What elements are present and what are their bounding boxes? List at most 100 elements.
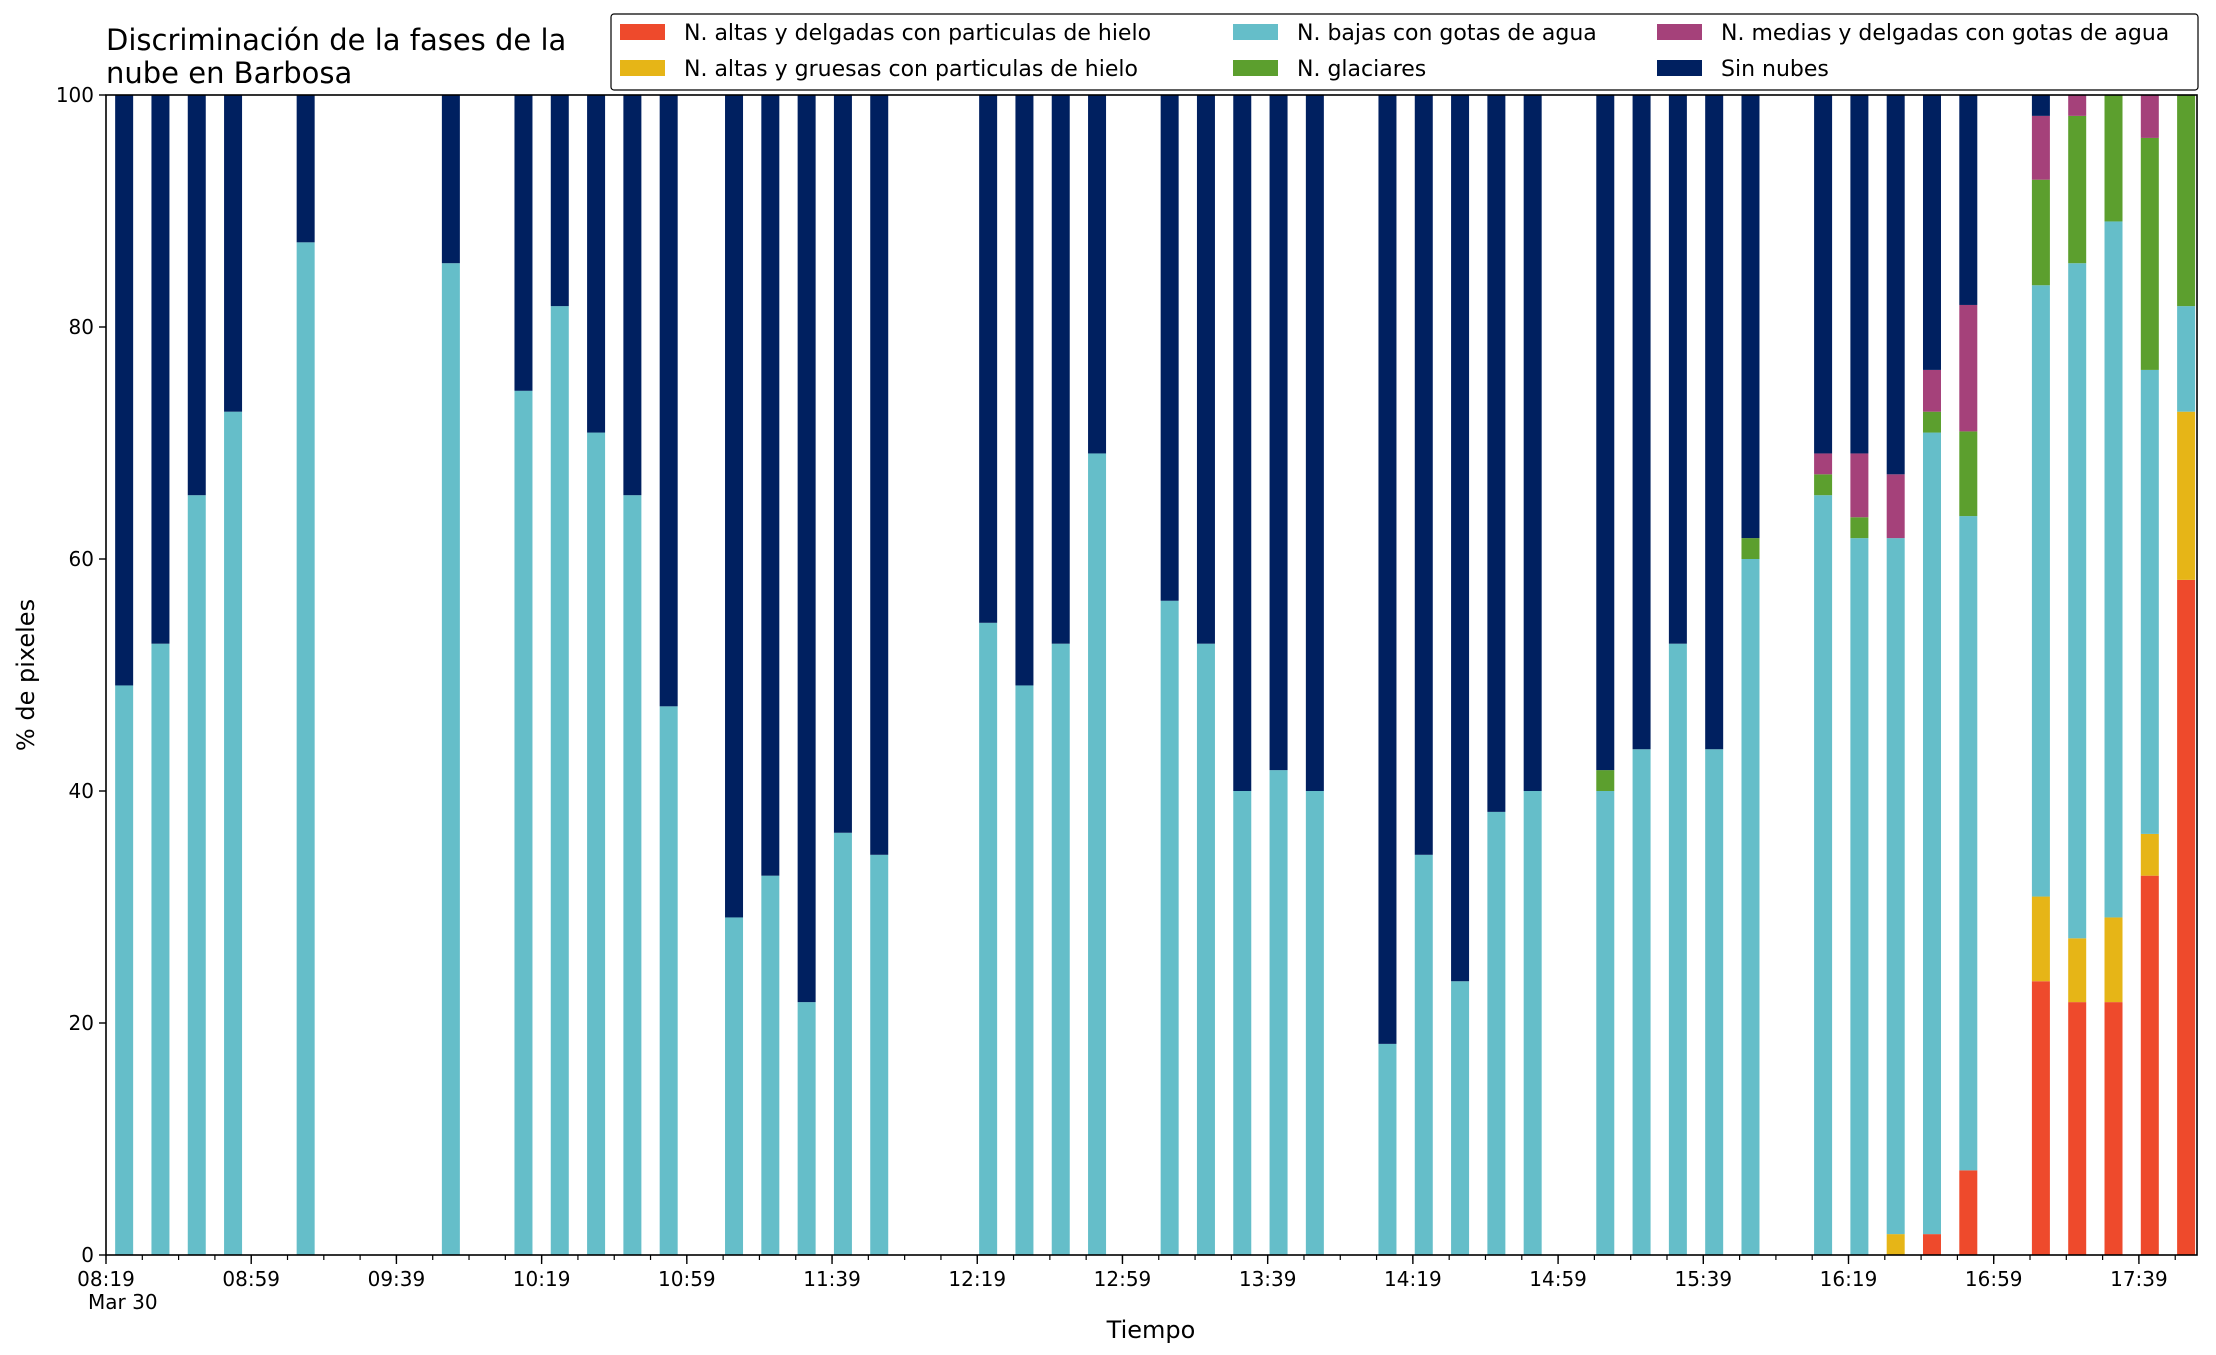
y-tick-label: 40	[69, 779, 94, 803]
bar-segment	[1596, 791, 1615, 1255]
bar-segment	[2031, 896, 2050, 982]
bar-segment	[1814, 474, 1833, 496]
bar-segment	[1596, 770, 1615, 791]
bar-segment	[725, 95, 744, 918]
bar-segment	[1922, 1234, 1941, 1255]
bar-segment	[550, 95, 569, 307]
bar-segment	[1088, 95, 1107, 454]
x-tick-label: 08:19	[77, 1267, 135, 1291]
x-tick-label: 13:39	[1239, 1267, 1297, 1291]
bar-segment	[870, 95, 889, 855]
bar-segment	[1886, 1234, 1905, 1255]
legend-swatch	[1657, 60, 1702, 76]
bar-segment	[187, 95, 206, 496]
x-tick-label: 14:19	[1384, 1267, 1442, 1291]
bar-segment	[797, 95, 816, 1003]
bar-segment	[1088, 453, 1107, 1255]
y-tick-label: 80	[69, 315, 94, 339]
bar-segment	[1814, 495, 1833, 1255]
bar-segment	[2104, 917, 2123, 1003]
bar-segment	[514, 95, 533, 391]
legend-label: N. altas y gruesas con particulas de hie…	[684, 57, 1138, 82]
bar-segment	[1596, 95, 1615, 771]
bar-segment	[1959, 1170, 1978, 1255]
bar-segment	[2104, 95, 2123, 222]
bar-segment	[1196, 643, 1215, 1255]
bar-segment	[2140, 875, 2159, 1255]
bar-segment	[1523, 791, 1542, 1255]
bar-segment	[587, 95, 606, 433]
bar-segment	[2068, 938, 2087, 1003]
legend-label: N. altas y delgadas con particulas de hi…	[684, 21, 1151, 46]
legend: N. altas y delgadas con particulas de hi…	[610, 13, 2199, 91]
x-tick-label: 12:19	[948, 1267, 1006, 1291]
bar-segment	[1959, 95, 1978, 305]
bar-segment	[1922, 432, 1941, 1235]
bar-segment	[2068, 115, 2087, 264]
bar-segment	[1668, 643, 1687, 1255]
bar-segment	[2140, 137, 2159, 370]
bar-segment	[1850, 453, 1869, 518]
bar-segment	[659, 706, 678, 1255]
bar-segment	[2031, 179, 2050, 286]
bar-segment	[623, 495, 642, 1255]
bar-segment	[1451, 95, 1470, 982]
bar-segment	[296, 242, 315, 1255]
bar-segment	[1959, 516, 1978, 1171]
bar-segment	[1487, 811, 1506, 1255]
bar-segment	[2031, 95, 2050, 116]
bar-segment	[1451, 981, 1470, 1255]
bar-segment	[1741, 95, 1760, 539]
legend-swatch	[1657, 24, 1702, 40]
bar-segment	[2068, 1002, 2087, 1255]
bar-segment	[1850, 95, 1869, 454]
bar-segment	[1305, 791, 1324, 1255]
bar-segment	[2104, 221, 2123, 918]
x-tick-label: 15:39	[1674, 1267, 1732, 1291]
x-tick-label: 08:59	[222, 1267, 280, 1291]
bar-segment	[1741, 559, 1760, 1255]
bar-segment	[1196, 95, 1215, 644]
y-axis: 0 20 40 60 80 100	[56, 83, 106, 1267]
bar-segment	[587, 432, 606, 1255]
bar-segment	[441, 263, 460, 1255]
x-tick-label: 16:19	[1820, 1267, 1878, 1291]
bar-segment	[1886, 538, 1905, 1235]
x-tick-label: 17:39	[2110, 1267, 2168, 1291]
bar-segment	[1269, 770, 1288, 1255]
bar-segment	[1922, 411, 1941, 433]
legend-label: N. medias y delgadas con gotas de agua	[1721, 21, 2169, 46]
bar-segment	[1414, 95, 1433, 855]
bar-segment	[441, 95, 460, 264]
bar-segment	[1959, 431, 1978, 517]
bar-segment	[2140, 95, 2159, 138]
x-tick-label: 12:59	[1094, 1267, 1152, 1291]
bar-segment	[1814, 453, 1833, 475]
bar-segment	[623, 95, 642, 496]
bar-segment	[1523, 95, 1542, 791]
bar-segment	[1160, 600, 1179, 1255]
bar-segment	[2031, 285, 2050, 897]
bar-segment	[1378, 95, 1397, 1044]
chart-title-line2: nube en Barbosa	[106, 56, 352, 90]
bar-segment	[2177, 579, 2196, 1255]
bar-segment	[2140, 833, 2159, 876]
bar-segment	[151, 95, 170, 644]
x-tick-label: 11:39	[803, 1267, 861, 1291]
bar-segment	[2177, 95, 2196, 307]
bar-segment	[2031, 115, 2050, 180]
bar-segment	[761, 875, 780, 1255]
bar-segment	[1705, 749, 1724, 1255]
legend-swatch	[1233, 24, 1278, 40]
bar-segment	[2104, 1002, 2123, 1255]
bar-segment	[115, 95, 134, 686]
bar-segment	[979, 622, 998, 1255]
bar-segment	[514, 390, 533, 1255]
bar-segment	[1015, 685, 1034, 1255]
x-axis: 08:19 08:59 09:39 10:19 10:59 11:39 12:19 12:59…	[77, 1255, 2176, 1291]
bar-segment	[115, 685, 134, 1255]
bar-segment	[1850, 538, 1869, 1255]
chart-title-line1: Discriminación de la fases de la	[106, 23, 566, 57]
bar-segment	[2140, 369, 2159, 834]
bar-segment	[1741, 538, 1760, 559]
